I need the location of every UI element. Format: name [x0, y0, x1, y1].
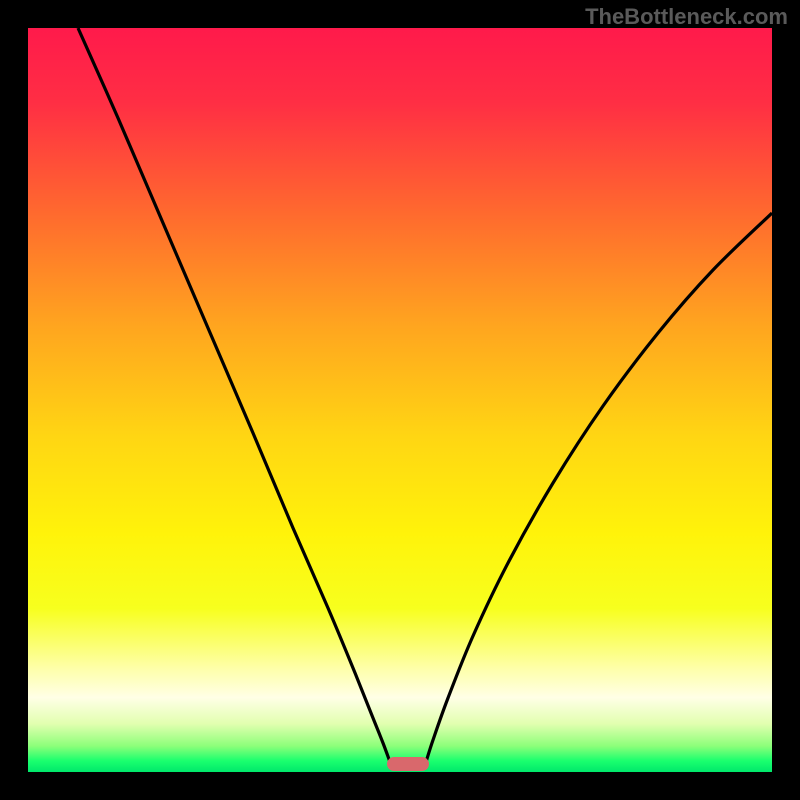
- right-curve: [426, 213, 772, 762]
- plot-area: [28, 28, 772, 772]
- min-marker: [387, 757, 429, 771]
- curve-layer: [28, 28, 772, 772]
- left-curve: [78, 28, 390, 762]
- watermark-text: TheBottleneck.com: [585, 4, 788, 30]
- chart-frame: TheBottleneck.com: [0, 0, 800, 800]
